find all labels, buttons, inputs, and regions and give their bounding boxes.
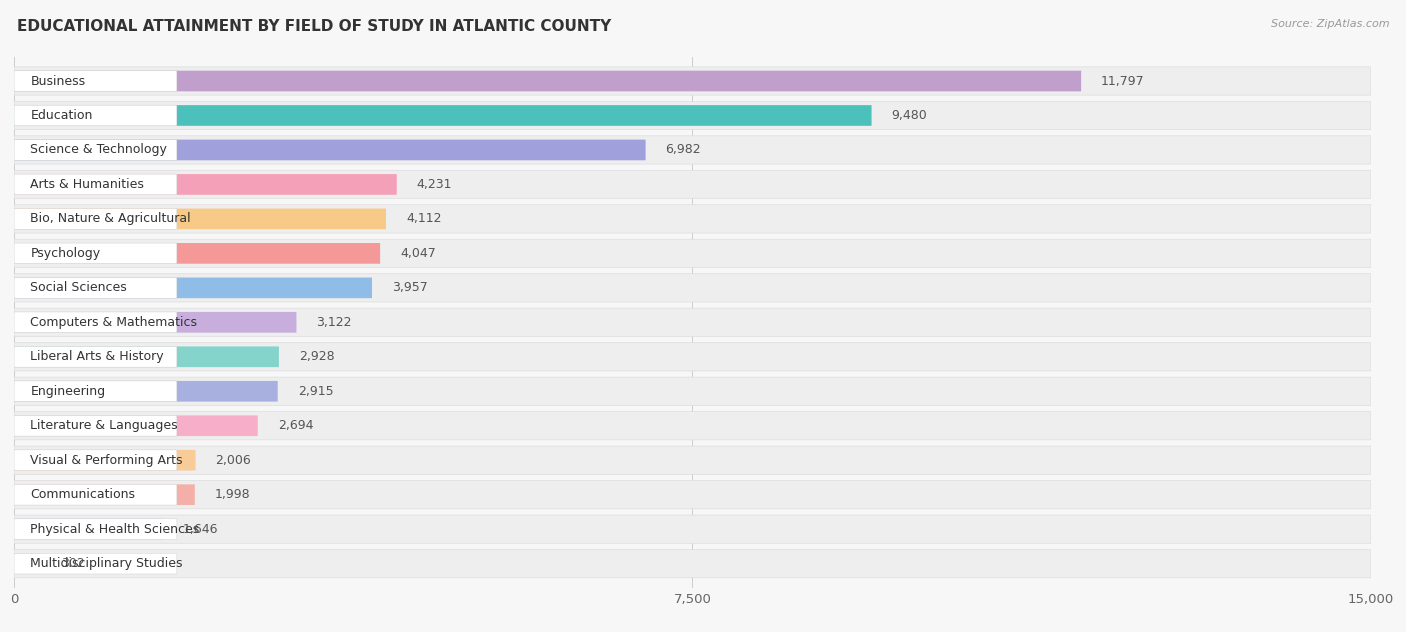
FancyBboxPatch shape [14,174,177,195]
FancyBboxPatch shape [14,243,380,264]
Text: Education: Education [31,109,93,122]
FancyBboxPatch shape [14,209,177,229]
Text: 3,957: 3,957 [392,281,427,295]
FancyBboxPatch shape [14,277,177,298]
FancyBboxPatch shape [14,346,177,367]
FancyBboxPatch shape [14,140,645,161]
FancyBboxPatch shape [14,377,1371,405]
Text: Communications: Communications [31,488,135,501]
Text: Engineering: Engineering [31,385,105,398]
FancyBboxPatch shape [14,277,373,298]
Text: 1,998: 1,998 [215,488,250,501]
Text: 4,231: 4,231 [416,178,453,191]
Text: Bio, Nature & Agricultural: Bio, Nature & Agricultural [31,212,191,226]
FancyBboxPatch shape [14,411,1371,440]
FancyBboxPatch shape [14,415,257,436]
FancyBboxPatch shape [14,71,1081,92]
FancyBboxPatch shape [14,553,41,574]
FancyBboxPatch shape [14,480,1371,509]
Text: Multidisciplinary Studies: Multidisciplinary Studies [31,557,183,570]
FancyBboxPatch shape [14,450,195,471]
Text: Arts & Humanities: Arts & Humanities [31,178,145,191]
FancyBboxPatch shape [14,140,177,161]
FancyBboxPatch shape [14,308,1371,336]
FancyBboxPatch shape [14,381,177,401]
Text: Physical & Health Sciences: Physical & Health Sciences [31,523,200,536]
FancyBboxPatch shape [14,415,177,436]
Text: 1,646: 1,646 [183,523,218,536]
Text: 2,006: 2,006 [215,454,252,466]
FancyBboxPatch shape [14,136,1371,164]
FancyBboxPatch shape [14,446,1371,475]
Text: 4,047: 4,047 [401,247,436,260]
FancyBboxPatch shape [14,515,1371,544]
FancyBboxPatch shape [14,549,1371,578]
Text: 9,480: 9,480 [891,109,927,122]
Text: Business: Business [31,75,86,87]
FancyBboxPatch shape [14,67,1371,95]
Text: 4,112: 4,112 [406,212,441,226]
FancyBboxPatch shape [14,101,1371,130]
FancyBboxPatch shape [14,274,1371,302]
Text: 2,915: 2,915 [298,385,333,398]
Text: 2,694: 2,694 [277,419,314,432]
Text: 3,122: 3,122 [316,316,352,329]
FancyBboxPatch shape [14,519,163,540]
Text: 6,982: 6,982 [665,143,702,157]
Text: Source: ZipAtlas.com: Source: ZipAtlas.com [1271,19,1389,29]
FancyBboxPatch shape [14,105,872,126]
Text: Science & Technology: Science & Technology [31,143,167,157]
FancyBboxPatch shape [14,174,396,195]
FancyBboxPatch shape [14,240,1371,267]
Text: 2,928: 2,928 [299,350,335,363]
Text: Psychology: Psychology [31,247,100,260]
Text: Computers & Mathematics: Computers & Mathematics [31,316,197,329]
FancyBboxPatch shape [14,450,177,471]
Text: 302: 302 [62,557,84,570]
FancyBboxPatch shape [14,343,1371,371]
FancyBboxPatch shape [14,484,177,505]
FancyBboxPatch shape [14,209,387,229]
FancyBboxPatch shape [14,346,278,367]
Text: 11,797: 11,797 [1101,75,1144,87]
FancyBboxPatch shape [14,381,278,401]
Text: Literature & Languages: Literature & Languages [31,419,179,432]
FancyBboxPatch shape [14,519,177,540]
Text: EDUCATIONAL ATTAINMENT BY FIELD OF STUDY IN ATLANTIC COUNTY: EDUCATIONAL ATTAINMENT BY FIELD OF STUDY… [17,19,612,34]
FancyBboxPatch shape [14,553,177,574]
FancyBboxPatch shape [14,312,177,332]
FancyBboxPatch shape [14,243,177,264]
FancyBboxPatch shape [14,105,177,126]
Text: Visual & Performing Arts: Visual & Performing Arts [31,454,183,466]
Text: Liberal Arts & History: Liberal Arts & History [31,350,165,363]
FancyBboxPatch shape [14,312,297,332]
FancyBboxPatch shape [14,71,177,92]
FancyBboxPatch shape [14,484,195,505]
Text: Social Sciences: Social Sciences [31,281,127,295]
FancyBboxPatch shape [14,205,1371,233]
FancyBboxPatch shape [14,170,1371,198]
